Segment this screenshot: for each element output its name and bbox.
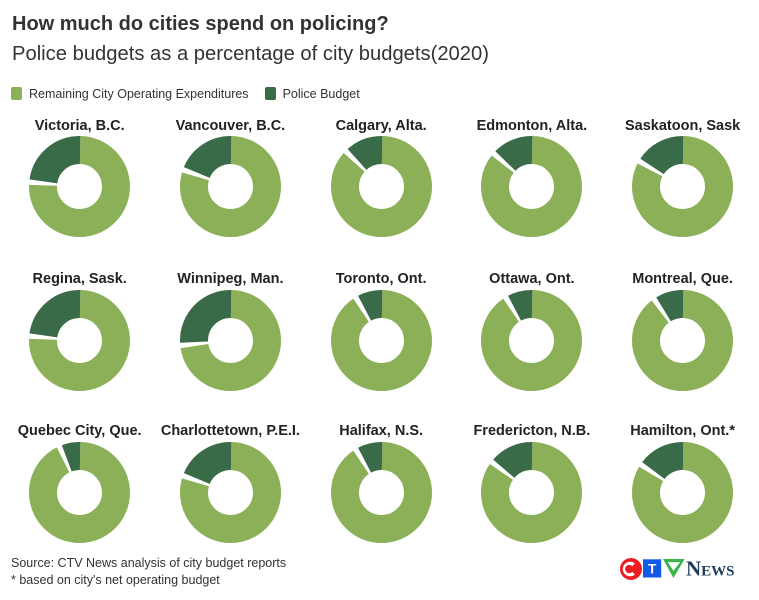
- svg-text:News: News: [686, 558, 735, 580]
- svg-text:T: T: [648, 562, 657, 577]
